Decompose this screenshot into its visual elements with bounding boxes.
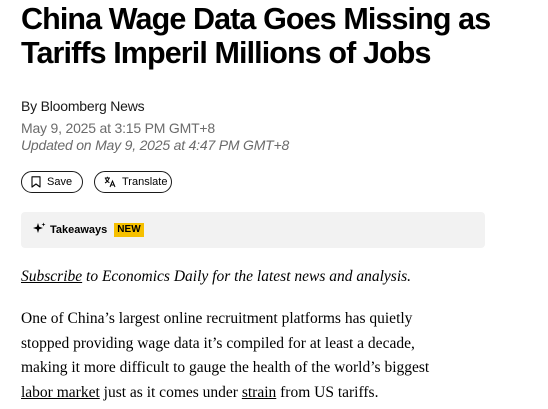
paragraph-text: from US tariffs.	[276, 384, 378, 401]
translate-button[interactable]: Translate	[94, 171, 172, 193]
paragraph-line: making it more difficult to gauge the he…	[21, 356, 541, 381]
labor-market-link[interactable]: labor market	[21, 384, 100, 401]
paragraph-line: stopped providing wage data it’s compile…	[21, 332, 541, 357]
takeaways-label: Takeaways	[50, 224, 107, 236]
published-date: May 9, 2025 at 3:15 PM GMT+8	[21, 119, 215, 137]
paragraph-text: just as it comes under	[100, 384, 242, 401]
updated-date: Updated on May 9, 2025 at 4:47 PM GMT+8	[21, 136, 289, 154]
paragraph-line: labor market just as it comes under stra…	[21, 381, 541, 406]
new-badge: NEW	[114, 223, 143, 237]
subscribe-promo: Subscribe to Economics Daily for the lat…	[21, 267, 541, 287]
paragraph-line: One of China’s largest online recruitmen…	[21, 307, 541, 332]
save-label: Save	[47, 176, 72, 188]
translate-label: Translate	[122, 176, 167, 188]
byline: By Bloomberg News	[21, 97, 144, 115]
strain-link[interactable]: strain	[242, 384, 276, 401]
takeaways-toggle[interactable]: Takeaways NEW	[21, 212, 485, 248]
article-paragraph: One of China’s largest online recruitmen…	[21, 307, 541, 406]
translate-icon	[104, 176, 116, 188]
article-headline: China Wage Data Goes Missing as Tariffs …	[21, 2, 548, 70]
headline-line-2: Tariffs Imperil Millions of Jobs	[21, 36, 548, 70]
subscribe-link[interactable]: Subscribe	[21, 268, 82, 285]
bookmark-icon	[31, 176, 41, 188]
sparkle-icon	[33, 222, 46, 238]
promo-text: to Economics Daily for the latest news a…	[82, 268, 411, 285]
save-button[interactable]: Save	[21, 171, 83, 193]
headline-line-1: China Wage Data Goes Missing as	[21, 2, 548, 36]
